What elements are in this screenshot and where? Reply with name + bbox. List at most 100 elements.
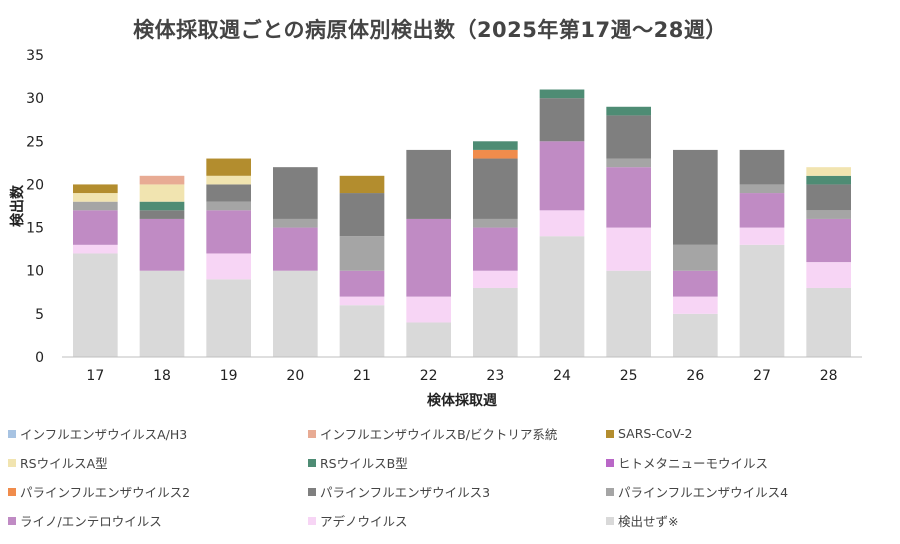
y-tick-label: 10 <box>26 264 44 280</box>
bar-segment <box>606 106 651 116</box>
bar-segment <box>539 236 585 357</box>
legend-item: SARS-CoV-2 <box>606 424 888 443</box>
legend-swatch <box>308 458 316 467</box>
legend-swatch <box>8 516 16 525</box>
bar-segment <box>206 175 251 185</box>
y-axis-ticks: 0 5 10 15 20 25 30 35 <box>26 48 44 366</box>
bar-stacks <box>73 89 851 357</box>
chart-title: 検体採取週ごとの病原体別検出数（2025年第17週～28週） <box>133 18 727 42</box>
bar-segment <box>806 210 851 219</box>
bar-stack-week-21 <box>339 175 385 357</box>
legend-label: RSウイルスB型 <box>320 456 408 471</box>
legend-item: パラインフルエンザウイルス3 <box>308 482 606 501</box>
y-tick-label: 5 <box>35 307 44 323</box>
bar-segment <box>73 244 118 254</box>
legend-swatch <box>606 429 614 438</box>
bar-segment <box>139 201 185 211</box>
bar-segment <box>739 184 785 194</box>
legend-swatch <box>8 458 16 467</box>
legend-label: インフルエンザウイルスB/ビクトリア系統 <box>320 427 558 442</box>
bar-segment <box>273 218 318 228</box>
bar-segment <box>473 218 518 228</box>
bar-stack-week-17 <box>73 184 118 357</box>
bar-segment <box>739 244 785 357</box>
legend-swatch <box>606 516 614 525</box>
bar-segment <box>473 141 518 150</box>
bar-segment <box>606 115 651 159</box>
bar-segment <box>206 201 251 211</box>
bar-stack-week-24 <box>539 89 585 357</box>
x-tick-label: 27 <box>753 368 771 384</box>
bar-segment <box>806 218 851 263</box>
legend-item: 検出せず※ <box>606 511 888 530</box>
bar-segment <box>273 167 318 219</box>
legend-item: パラインフルエンザウイルス4 <box>606 482 888 501</box>
bar-segment <box>806 167 851 176</box>
y-axis-label: 検出数 <box>9 184 26 227</box>
bar-segment <box>539 89 585 99</box>
x-tick-label: 21 <box>353 368 371 384</box>
bar-segment <box>739 227 785 245</box>
legend-label: アデノウイルス <box>320 514 408 529</box>
bar-segment <box>606 158 651 168</box>
y-tick-label: 0 <box>35 350 44 366</box>
bar-segment <box>673 313 718 357</box>
bar-segment <box>473 227 518 271</box>
bar-stack-week-19 <box>206 158 251 357</box>
legend-item: ヒトメタニューモウイルス <box>606 453 888 472</box>
x-tick-label: 22 <box>420 368 438 384</box>
bar-segment <box>739 149 785 185</box>
bar-segment <box>273 270 318 357</box>
bar-segment <box>206 184 251 202</box>
legend-label: SARS-CoV-2 <box>618 426 693 441</box>
x-tick-label: 19 <box>220 368 238 384</box>
legend-swatch <box>308 487 316 496</box>
bar-segment <box>339 305 385 357</box>
legend-swatch <box>8 429 16 438</box>
bar-stack-week-18 <box>139 175 185 357</box>
bar-segment <box>206 210 251 254</box>
bar-segment <box>739 193 785 228</box>
bar-stack-week-26 <box>673 149 718 357</box>
x-tick-label: 17 <box>86 368 104 384</box>
bar-segment <box>673 244 718 271</box>
bar-stack-week-22 <box>406 149 451 357</box>
bar-segment <box>339 270 385 297</box>
legend-item: ライノ/エンテロウイルス <box>8 511 308 530</box>
bar-segment <box>73 201 118 211</box>
bar-segment <box>73 210 118 245</box>
legend-swatch <box>606 458 614 467</box>
y-tick-label: 25 <box>26 134 44 150</box>
x-tick-label: 26 <box>686 368 704 384</box>
bar-stack-week-28 <box>806 167 851 357</box>
bar-segment <box>673 296 718 314</box>
legend-label: パラインフルエンザウイルス2 <box>20 485 191 500</box>
bar-segment <box>606 227 651 271</box>
bar-segment <box>73 193 118 202</box>
legend-label: パラインフルエンザウイルス4 <box>618 485 789 500</box>
bar-segment <box>406 218 451 297</box>
bar-segment <box>406 149 451 219</box>
bar-segment <box>539 141 585 211</box>
bar-segment <box>473 287 518 357</box>
bar-segment <box>539 210 585 237</box>
bar-segment <box>406 322 451 357</box>
bar-segment <box>806 262 851 288</box>
legend-swatch <box>8 487 16 496</box>
bar-segment <box>139 218 185 271</box>
y-tick-label: 15 <box>26 221 44 237</box>
legend-label: RSウイルスA型 <box>20 456 108 471</box>
y-tick-label: 20 <box>26 177 44 193</box>
legend-item: RSウイルスA型 <box>8 453 308 472</box>
legend-item: パラインフルエンザウイルス2 <box>8 482 308 501</box>
bar-segment <box>406 296 451 323</box>
x-tick-label: 18 <box>153 368 171 384</box>
bar-segment <box>73 184 118 194</box>
legend-item: アデノウイルス <box>308 511 606 530</box>
x-tick-label: 28 <box>820 368 838 384</box>
legend-item: インフルエンザウイルスB/ビクトリア系統 <box>308 424 606 443</box>
bar-segment <box>206 279 251 357</box>
bar-segment <box>673 270 718 297</box>
y-tick-label: 35 <box>26 48 44 64</box>
legend-label: 検出せず※ <box>618 514 679 529</box>
